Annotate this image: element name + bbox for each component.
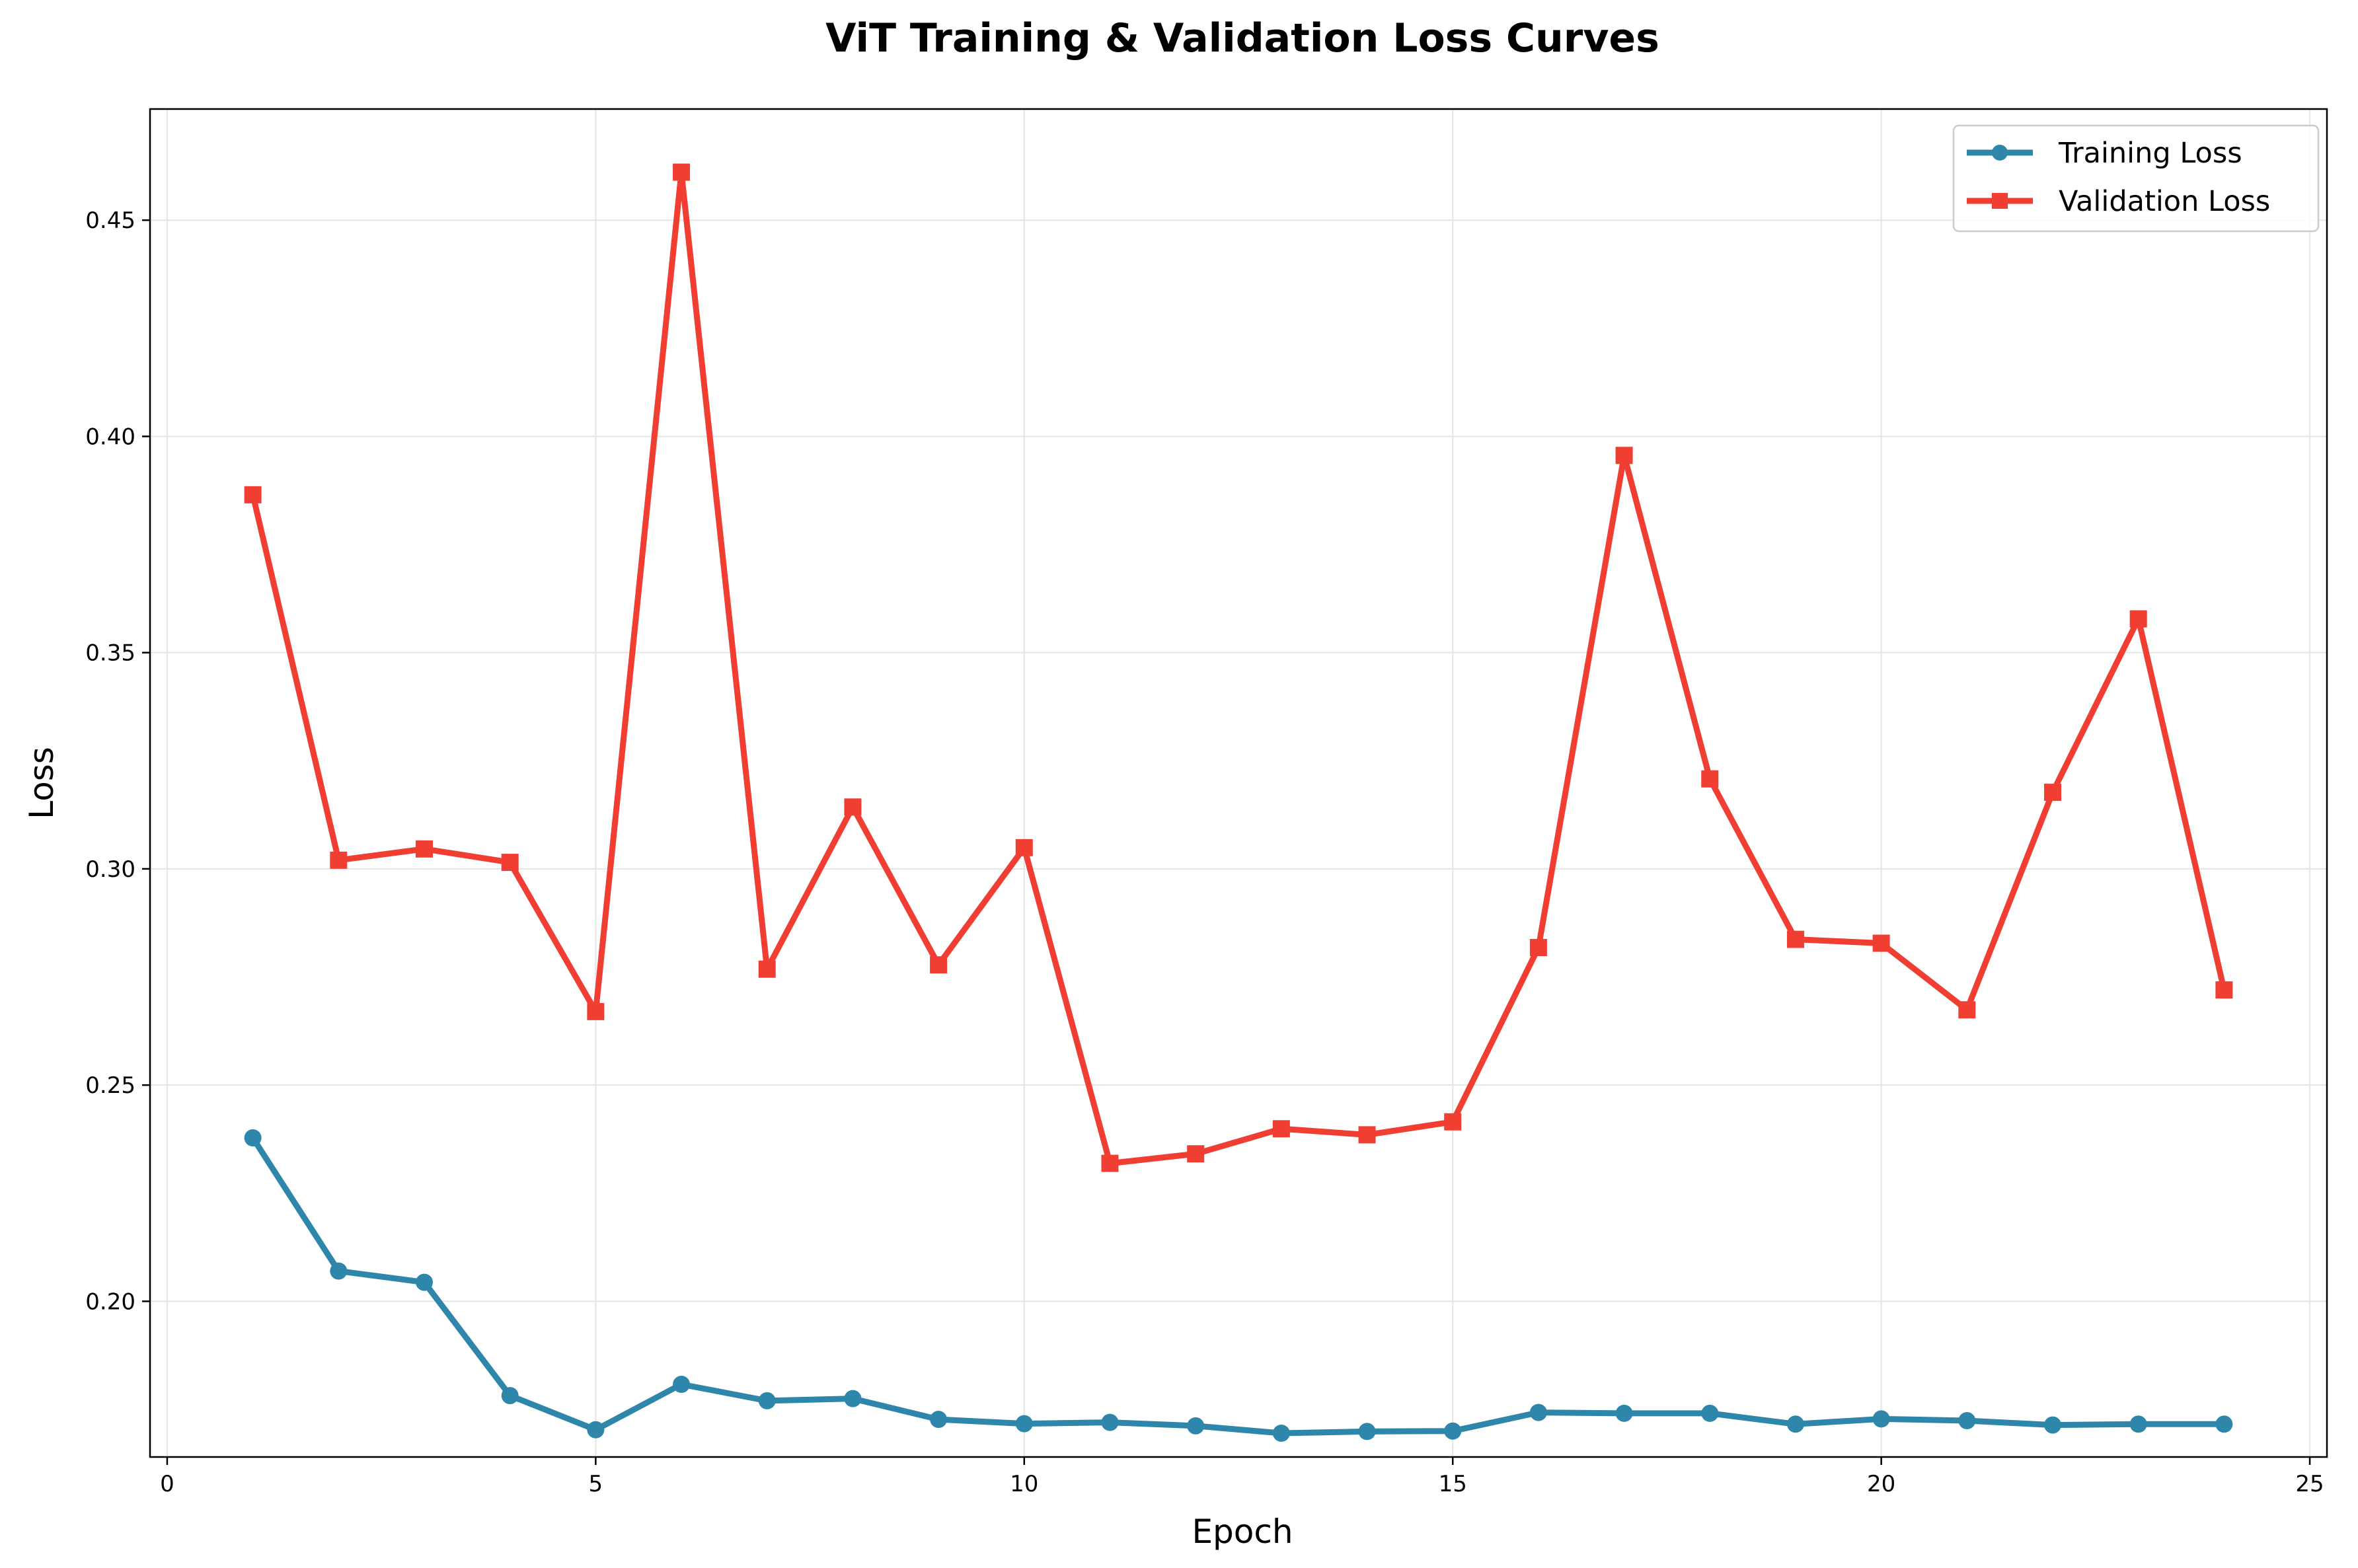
training-loss-point	[844, 1390, 862, 1407]
training-loss-point	[244, 1129, 262, 1146]
training-loss-point	[1015, 1415, 1033, 1433]
legend-marker-validation	[1992, 193, 2008, 209]
legend-marker-training	[1992, 145, 2008, 161]
y-tick-label: 0.30	[85, 856, 135, 883]
validation-loss-point	[415, 840, 433, 858]
training-loss-point	[1529, 1403, 1547, 1421]
axis-ticks: 0 5 10 15 20 25 0.20 0.25 0.30 0.35 0.40 0.45	[85, 207, 2324, 1497]
training-loss-point	[930, 1411, 948, 1429]
chart-title: ViT Training & Validation Loss Curves	[825, 15, 1659, 61]
validation-loss-point	[758, 960, 776, 978]
validation-loss-point	[587, 1002, 605, 1020]
x-tick-label: 20	[1867, 1471, 1895, 1497]
validation-loss-point	[1272, 1120, 1290, 1138]
training-loss-point	[673, 1376, 691, 1394]
validation-loss-point	[673, 163, 691, 181]
validation-loss-point	[1786, 930, 1804, 948]
training-loss-point	[415, 1273, 433, 1291]
validation-loss-point	[1529, 939, 1547, 957]
training-loss-point	[2044, 1416, 2062, 1434]
y-tick-label: 0.45	[85, 207, 135, 234]
training-loss-point	[501, 1387, 519, 1405]
validation-loss-point	[2129, 610, 2147, 628]
legend: Training Loss Validation Loss	[1952, 124, 2320, 233]
training-loss-point	[1272, 1425, 1290, 1442]
training-loss-line	[250, 1135, 2227, 1437]
training-loss-point	[1958, 1412, 1976, 1430]
training-loss-point	[1358, 1423, 1376, 1440]
validation-loss-point	[1958, 1001, 1976, 1019]
y-tick-label: 0.20	[85, 1288, 135, 1315]
validation-loss-point	[1015, 839, 1033, 856]
validation-loss-point	[844, 798, 862, 816]
training-loss-point	[1872, 1410, 1890, 1428]
y-tick-label: 0.25	[85, 1072, 135, 1099]
legend-label-validation: Validation Loss	[2059, 185, 2270, 218]
validation-loss-point	[330, 851, 348, 869]
y-tick-label: 0.40	[85, 424, 135, 450]
x-tick-label: 15	[1439, 1471, 1467, 1497]
training-loss-point	[1187, 1417, 1205, 1435]
validation-loss-point	[2215, 981, 2233, 999]
training-loss-point	[1615, 1404, 1633, 1422]
training-loss-point	[2129, 1415, 2147, 1433]
training-loss-point	[2215, 1415, 2233, 1433]
validation-loss-line	[250, 169, 2227, 1167]
validation-loss-point	[244, 486, 262, 504]
x-tick-label: 25	[2295, 1471, 2324, 1497]
training-loss-point	[587, 1421, 605, 1438]
validation-loss-point	[2044, 784, 2062, 802]
x-tick-label: 0	[160, 1471, 174, 1497]
validation-loss-point	[1101, 1154, 1119, 1172]
training-loss-point	[330, 1262, 348, 1280]
validation-loss-point	[1444, 1113, 1462, 1131]
validation-loss-point	[501, 854, 519, 872]
plot-frame	[149, 108, 2328, 1458]
legend-frame	[1952, 124, 2320, 233]
grid	[150, 109, 2327, 1457]
plot-series	[244, 163, 2233, 1442]
x-axis-label: Epoch	[1192, 1512, 1293, 1551]
training-loss-point	[1701, 1404, 1719, 1422]
y-tick-label: 0.35	[85, 640, 135, 667]
y-axis-label: Loss	[22, 747, 61, 819]
training-loss-point	[1444, 1422, 1462, 1440]
x-tick-label: 5	[589, 1471, 603, 1497]
validation-loss-point	[1701, 770, 1719, 788]
x-tick-label: 10	[1010, 1471, 1038, 1497]
training-loss-point	[758, 1392, 776, 1409]
training-loss-point	[1786, 1415, 1804, 1433]
training-loss-point	[1101, 1413, 1119, 1431]
validation-loss-point	[1187, 1145, 1205, 1163]
legend-label-training: Training Loss	[2058, 137, 2242, 170]
validation-loss-point	[1358, 1126, 1376, 1144]
validation-loss-point	[1872, 934, 1890, 952]
validation-loss-point	[1615, 447, 1633, 465]
validation-loss-point	[930, 956, 948, 974]
